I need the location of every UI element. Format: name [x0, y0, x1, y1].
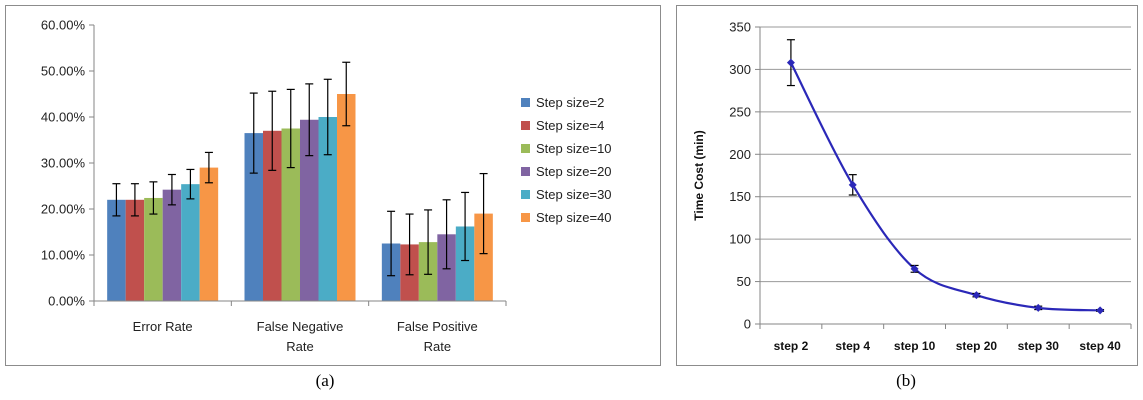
y-tick-label: 200 — [729, 147, 751, 162]
x-category-label: step 20 — [956, 339, 998, 353]
data-point — [1034, 303, 1043, 312]
legend-label: Step size=10 — [536, 141, 612, 156]
data-point — [848, 180, 857, 189]
y-tick-label: 300 — [729, 62, 751, 77]
x-category-label: False Negative Rate — [257, 319, 344, 354]
bar — [244, 133, 263, 301]
data-point — [910, 264, 919, 273]
bar — [337, 94, 356, 301]
data-point — [786, 58, 795, 67]
x-category-label: step 40 — [1079, 339, 1121, 353]
series-line — [789, 62, 1101, 312]
bar — [474, 213, 493, 301]
y-tick-label: 0.00% — [48, 294, 85, 309]
y-tick-label: 350 — [729, 20, 751, 35]
x-category-label: step 30 — [1018, 339, 1060, 353]
x-category-label: Error Rate — [133, 319, 193, 334]
y-tick-label: 50 — [737, 274, 751, 289]
y-tick-label: 60.00% — [41, 18, 86, 33]
line-chart-panel: 0 50 100 150 200 250 300 350 Time Cost (min) step… — [676, 5, 1138, 366]
x-category-label: False Positive Rate — [397, 319, 478, 354]
line-chart-svg: 0 50 100 150 200 250 300 350 Time Cost (min) step… — [692, 20, 1132, 353]
bar — [162, 189, 182, 301]
x-category-label: step 2 — [774, 339, 809, 353]
y-tick-label: 0 — [744, 317, 751, 332]
legend-swatch — [521, 190, 530, 199]
x-category-label: step 4 — [835, 339, 870, 353]
legend-swatch — [521, 98, 530, 107]
legend-swatch — [521, 167, 530, 176]
legend-label: Step size=4 — [536, 118, 604, 133]
bar — [318, 117, 337, 301]
y-axis-title: Time Cost (min) — [692, 130, 706, 220]
bar — [181, 184, 200, 301]
y-tick-label: 100 — [729, 232, 751, 247]
y-tick-label: 40.00% — [41, 110, 86, 125]
legend-label: Step size=40 — [536, 210, 612, 225]
bar-chart-panel: 0.00% 10.00% 20.00% 30.00% 40.00% 50.00% 60.00… — [5, 5, 661, 366]
data-point — [972, 291, 981, 300]
bar — [263, 130, 282, 301]
bar — [107, 199, 126, 301]
legend-swatch — [521, 121, 530, 130]
legend-swatch — [521, 213, 530, 222]
bar — [144, 197, 163, 301]
legend-swatch — [521, 144, 530, 153]
y-tick-label: 20.00% — [41, 202, 86, 217]
bar — [455, 226, 475, 301]
bar — [199, 167, 219, 301]
y-tick-label: 10.00% — [41, 248, 86, 263]
bar — [125, 199, 145, 301]
legend-label: Step size=2 — [536, 95, 604, 110]
bar — [300, 119, 319, 301]
legend-label: Step size=30 — [536, 187, 612, 202]
y-tick-label: 30.00% — [41, 156, 86, 171]
data-point — [1096, 306, 1105, 315]
x-category-label: step 10 — [894, 339, 936, 353]
y-tick-label: 150 — [729, 189, 751, 204]
bar — [281, 128, 300, 301]
bar-chart-svg: 0.00% 10.00% 20.00% 30.00% 40.00% 50.00% 60.00… — [41, 18, 612, 355]
legend-label: Step size=20 — [536, 164, 612, 179]
y-tick-label: 50.00% — [41, 64, 86, 79]
caption-b: (b) — [896, 371, 916, 390]
caption-a: (a) — [315, 371, 335, 390]
y-tick-label: 250 — [729, 104, 751, 119]
